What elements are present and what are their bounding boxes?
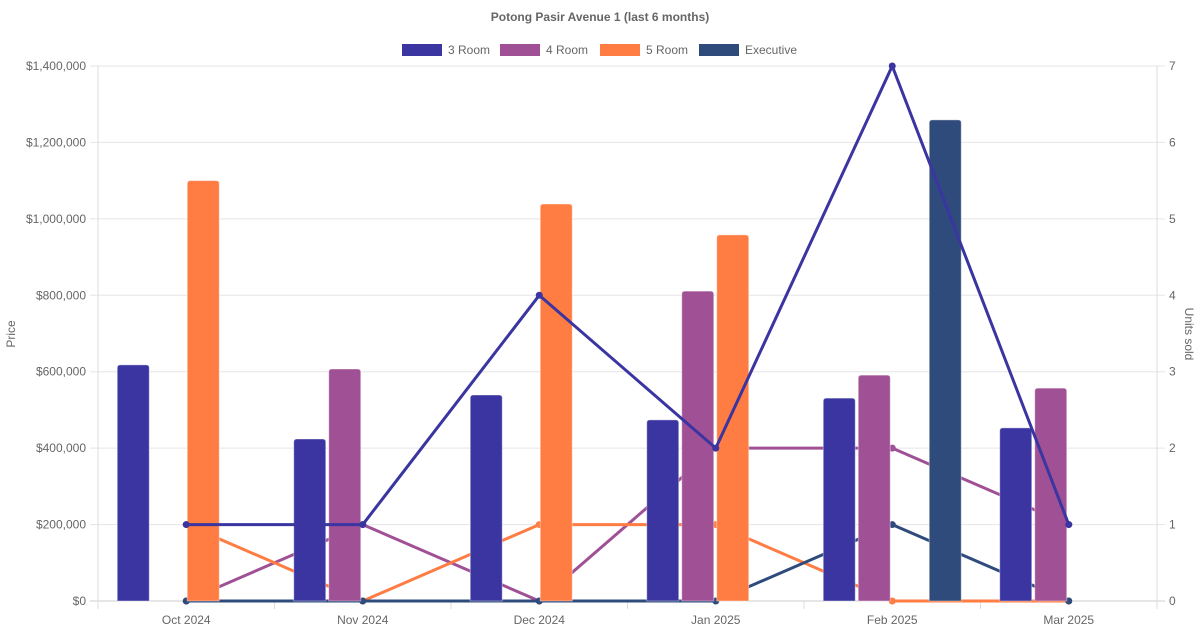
bar-5-room <box>186 180 220 602</box>
y2-tick-label: 0 <box>1169 594 1176 608</box>
y-tick-label: $1,000,000 <box>26 212 86 226</box>
y2-tick-label: 4 <box>1169 288 1176 302</box>
y-tick-label: $600,000 <box>36 365 86 379</box>
x-tick-label: Nov 2024 <box>337 613 389 627</box>
y2-tick-label: 6 <box>1169 135 1176 149</box>
bar-4-room <box>1034 387 1068 602</box>
x-tick-label: Feb 2025 <box>867 613 918 627</box>
line-point <box>888 597 896 605</box>
legend-label: 3 Room <box>448 43 490 57</box>
legend-swatch <box>600 44 640 56</box>
line-3-room <box>186 64 1071 527</box>
legend-swatch <box>699 44 739 56</box>
bar-3-room <box>469 394 503 602</box>
price-bars <box>116 119 1068 602</box>
y-tick-label: $400,000 <box>36 441 86 455</box>
bar-4-room <box>681 290 715 602</box>
chart-title: Potong Pasir Avenue 1 (last 6 months) <box>491 10 709 24</box>
y2-tick-label: 3 <box>1169 365 1176 379</box>
bar-4-room <box>328 368 362 602</box>
line-point <box>182 521 190 529</box>
legend-swatch <box>402 44 442 56</box>
legend-label: Executive <box>745 43 797 57</box>
bar-executive <box>928 119 962 602</box>
line-point <box>359 521 367 529</box>
x-axis: Oct 2024 Nov 2024 Dec 2024 Jan 2025 Feb 2025… <box>162 613 1095 627</box>
line-point <box>888 62 896 70</box>
y-axis-right: 0 1 2 3 4 5 6 7 <box>1169 59 1176 608</box>
x-tick-label: Mar 2025 <box>1043 613 1094 627</box>
bar-3-room <box>646 419 680 602</box>
x-tick-label: Dec 2024 <box>514 613 566 627</box>
line-point <box>888 444 896 452</box>
legend-swatch <box>500 44 540 56</box>
bar-3-room <box>116 364 150 602</box>
line-point <box>359 597 367 605</box>
y-axis-label: Price <box>4 320 18 348</box>
unit-lines-front <box>182 62 1073 529</box>
line-point <box>1065 521 1073 529</box>
y2-tick-label: 2 <box>1169 441 1176 455</box>
bar-4-room <box>857 374 891 602</box>
bar-3-room <box>293 438 327 602</box>
bar-5-room <box>539 203 573 602</box>
x-tick-label: Oct 2024 <box>162 613 211 627</box>
line-point <box>1065 597 1073 605</box>
legend: 3 Room 4 Room 5 Room Executive <box>402 43 797 57</box>
y-tick-label: $1,200,000 <box>26 135 86 149</box>
legend-label: 5 Room <box>646 43 688 57</box>
y-tick-label: $200,000 <box>36 518 86 532</box>
bar-3-room <box>822 397 856 602</box>
line-point <box>712 444 720 452</box>
line-point <box>535 291 543 299</box>
x-tick-label: Jan 2025 <box>691 613 741 627</box>
y-tick-label: $1,400,000 <box>26 59 86 73</box>
legend-label: 4 Room <box>546 43 588 57</box>
y2-tick-label: 5 <box>1169 212 1176 226</box>
y2-axis-label: Units sold <box>1182 308 1196 361</box>
y-tick-label: $800,000 <box>36 288 86 302</box>
y2-tick-label: 1 <box>1169 518 1176 532</box>
y-tick-label: $0 <box>73 594 87 608</box>
bar-5-room <box>716 234 750 602</box>
bar-3-room <box>999 427 1033 602</box>
y2-tick-label: 7 <box>1169 59 1176 73</box>
line-point <box>888 521 896 529</box>
y-axis-left: $0 $200,000 $400,000 $600,000 $800,000 $1,000… <box>26 59 86 608</box>
